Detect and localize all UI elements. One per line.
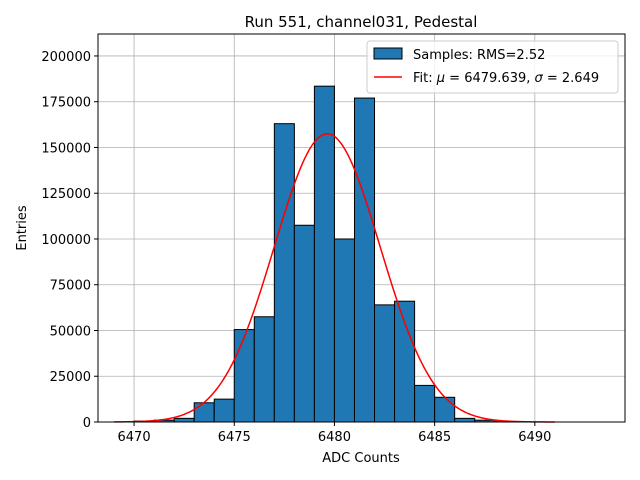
histogram-bar-9 <box>313 85 335 423</box>
chart-title: Run 551, channel031, Pedestal <box>245 13 478 31</box>
x-tick-label-3: 6485 <box>418 430 451 445</box>
y-tick-label-5: 125000 <box>41 187 91 202</box>
x-tick-label-4: 6490 <box>518 430 551 445</box>
histogram-bar-10 <box>333 238 355 423</box>
y-tick-label-0: 0 <box>83 416 91 431</box>
histogram-bars <box>133 85 516 423</box>
histogram-bar-8 <box>293 224 315 423</box>
y-tick-label-2: 50000 <box>50 324 91 339</box>
histogram-bar-14 <box>414 384 436 423</box>
histogram-bar-12 <box>374 304 396 423</box>
histogram-bar-2 <box>173 417 195 423</box>
y-tick-label-3: 75000 <box>50 279 91 294</box>
x-tick-label-0: 6470 <box>118 430 151 445</box>
histogram-bar-6 <box>253 316 275 423</box>
histogram-bar-15 <box>434 396 456 423</box>
legend: Samples: RMS=2.52 Fit: μ = 6479.639, σ =… <box>366 40 619 94</box>
histogram-bar-7 <box>273 123 295 423</box>
legend-histogram-swatch <box>373 47 403 60</box>
fit-curve <box>114 132 555 423</box>
histogram-bar-4 <box>213 398 235 423</box>
legend-histogram-label: Samples: RMS=2.52 <box>413 48 545 63</box>
y-tick-label-8: 200000 <box>41 50 91 65</box>
plot-frame <box>97 33 626 423</box>
x-axis-ticks: 6470 6475 6480 6485 6490 <box>118 422 551 445</box>
y-tick-label-4: 100000 <box>41 233 91 248</box>
y-axis-ticks: 0 25000 50000 75000 100000 125000 150000 175000… <box>41 50 98 431</box>
y-tick-label-7: 175000 <box>41 96 91 111</box>
x-tick-label-1: 6475 <box>218 430 251 445</box>
y-axis-label: Entries <box>15 205 30 251</box>
histogram-bar-11 <box>353 97 376 423</box>
x-tick-label-2: 6480 <box>318 430 351 445</box>
histogram-bar-16 <box>454 417 476 423</box>
x-axis-label: ADC Counts <box>322 451 400 466</box>
y-tick-label-6: 150000 <box>41 141 91 156</box>
legend-box <box>366 40 619 94</box>
legend-fit-label: Fit: μ = 6479.639, σ = 2.649 <box>413 71 599 86</box>
y-tick-label-1: 25000 <box>50 370 91 385</box>
histogram-bar-5 <box>233 329 255 423</box>
histogram-bar-13 <box>394 300 416 423</box>
histogram-bar-3 <box>193 402 215 423</box>
